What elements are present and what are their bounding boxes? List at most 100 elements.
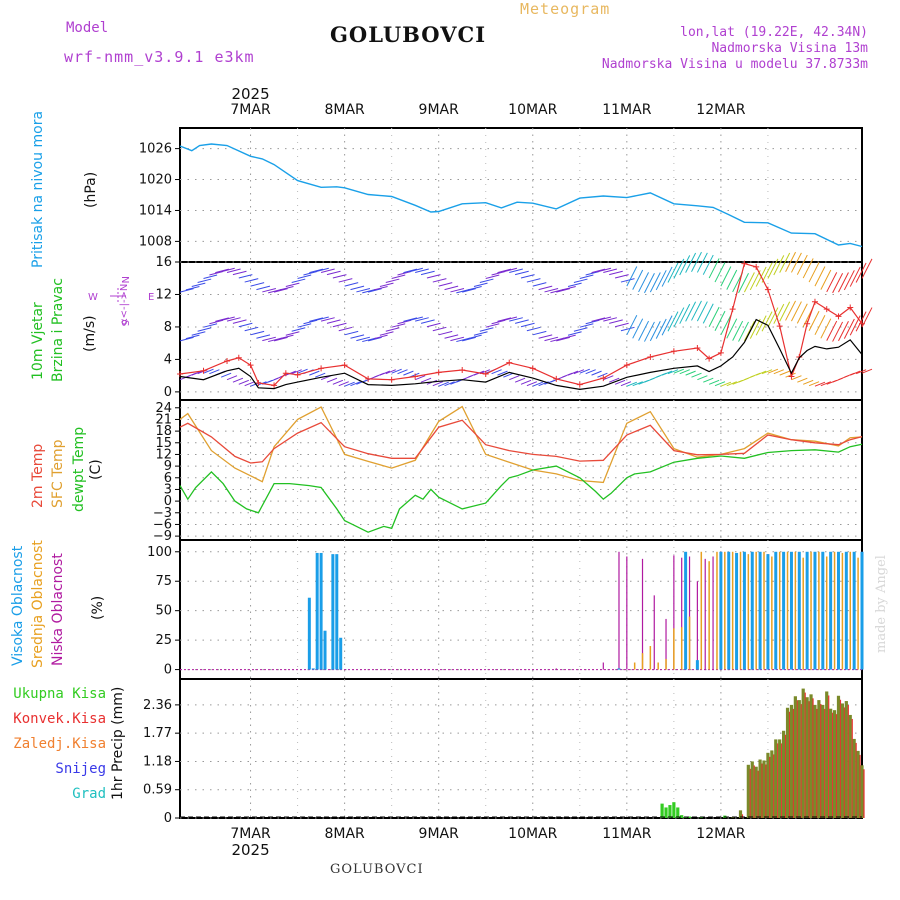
wind-gust-marker — [741, 260, 748, 267]
precip-conv-bar — [855, 742, 857, 818]
wind-gust-marker — [506, 359, 513, 366]
bottom-day-label-4: 11MAR — [602, 826, 651, 842]
precip-bar — [766, 752, 770, 818]
cloud-high-bar — [789, 551, 793, 670]
wind-barb — [391, 274, 406, 279]
cloud-high-bar — [617, 668, 621, 670]
pressure-unit: (hPa) — [83, 171, 99, 208]
cloud-mid-bar — [649, 646, 652, 670]
cloud-low-bar — [602, 662, 604, 670]
wind-gust-marker — [623, 362, 630, 369]
precip-ytick-label-1: 0.59 — [143, 783, 172, 798]
precip-bar — [676, 807, 680, 818]
model-name: wrf-nmm_v3.9.1 e3km — [64, 48, 255, 66]
wind-barb — [567, 282, 582, 288]
wind-barb — [191, 331, 206, 336]
pressure-ytick-label-1: 1020 — [139, 173, 172, 188]
wind-barb — [403, 268, 418, 274]
wind-barb — [685, 252, 697, 273]
wind-barb — [591, 268, 606, 274]
wind-barb — [726, 381, 737, 387]
temp-ytick-label-1: 21 — [155, 412, 172, 427]
wind-barb — [467, 334, 482, 340]
cloud-low-bar — [688, 556, 691, 670]
precip-conv-bar — [753, 765, 755, 818]
wind-barb — [238, 322, 253, 328]
cloud-low-label: Niska Oblacnost — [50, 553, 66, 666]
wind-barb — [332, 322, 347, 328]
wind-barb — [609, 319, 623, 324]
precip-bar — [809, 694, 813, 818]
wind-barb — [685, 370, 696, 376]
cloud-low-bar — [665, 618, 667, 670]
wind-barb — [638, 272, 650, 293]
wind-barb — [644, 273, 655, 294]
compass-w: W — [88, 292, 98, 303]
cloud-high-bar — [727, 551, 731, 670]
precip-bar — [825, 691, 829, 818]
wind-barb — [279, 334, 294, 340]
wind-barb — [773, 303, 785, 324]
wind-barb — [291, 369, 302, 375]
wind-barb — [538, 334, 553, 339]
wind-barb — [368, 288, 382, 293]
wind-label-2: Brzina i Pravac — [50, 278, 66, 382]
wind-barb — [315, 372, 326, 378]
cloud-high-bar — [774, 551, 778, 670]
wind-barb — [362, 337, 376, 343]
wind-barb — [391, 368, 402, 374]
wind-gust-marker — [529, 365, 536, 372]
sfc-temp-label: SFC Temp — [50, 439, 66, 508]
wind-barb — [673, 258, 685, 279]
wind-barb — [509, 375, 520, 381]
wind-barb — [550, 337, 565, 343]
wind-barb — [832, 321, 844, 342]
wind-barb — [667, 311, 679, 332]
wind-barb — [720, 266, 732, 287]
wind-gust-marker — [859, 320, 865, 327]
wind-barb — [532, 282, 547, 287]
wind-barb — [732, 320, 744, 341]
cloud-low-bar — [653, 595, 655, 670]
temp-ytick-label-9: −3 — [153, 506, 172, 521]
cloud-high-bar — [323, 630, 327, 670]
wind-ytick-label-0: 0 — [164, 385, 172, 400]
wind-barb — [432, 381, 443, 387]
wind-barb — [620, 278, 635, 283]
wind-barb — [497, 370, 508, 376]
wind-barb — [203, 368, 214, 374]
cloud-low-bar — [704, 558, 706, 670]
precip-conv-bar — [765, 764, 767, 818]
wind-barb — [215, 268, 229, 274]
temp-unit: (C) — [88, 459, 104, 480]
wind-barb — [767, 258, 779, 279]
wind-barb — [585, 369, 596, 375]
top-day-label-5: 12MAR — [696, 102, 745, 118]
cloud-high-bar — [735, 552, 739, 670]
wind-barb — [797, 377, 808, 383]
precip-bar — [687, 816, 692, 818]
compass-e: E — [148, 292, 154, 303]
wind-barb — [779, 252, 791, 273]
wind-barb — [609, 270, 623, 276]
cloud-low-bar — [673, 555, 675, 670]
wind-barb — [591, 370, 602, 376]
wind-barb — [450, 336, 465, 342]
wind-barb — [356, 288, 371, 293]
wind-barb — [197, 278, 212, 284]
cloud-high-bar — [742, 551, 746, 670]
precip-bar — [762, 760, 766, 818]
wind-barb — [338, 326, 353, 332]
bottom-day-label-2: 9MAR — [419, 826, 460, 842]
wind-barb — [279, 285, 294, 291]
wind-barb — [562, 334, 576, 340]
wind-gust-marker — [717, 349, 724, 356]
wind-barb — [456, 337, 471, 343]
wind-barb — [603, 317, 617, 322]
precip-conv-bar — [847, 705, 849, 818]
wind-barb — [767, 368, 779, 374]
wind-barb — [755, 370, 767, 376]
wind-barb — [667, 369, 679, 375]
wind-barb — [268, 337, 282, 343]
wind-barb — [232, 319, 247, 324]
